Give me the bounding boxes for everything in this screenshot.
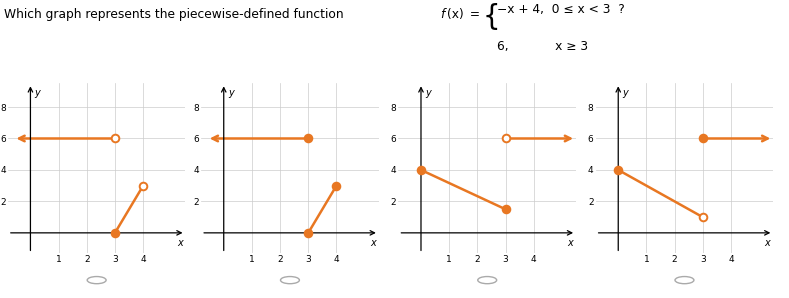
Text: Which graph represents the piecewise-defined function: Which graph represents the piecewise-def… [4, 8, 347, 21]
Text: x: x [370, 238, 376, 248]
Text: (x): (x) [447, 8, 464, 21]
Text: y: y [425, 88, 431, 98]
Text: y: y [228, 88, 234, 98]
Text: y: y [623, 88, 628, 98]
Text: x: x [567, 238, 574, 248]
Text: x: x [765, 238, 771, 248]
Text: x: x [177, 238, 183, 248]
Text: {: { [483, 3, 500, 31]
Text: −x + 4,  0 ≤ x < 3  ?: −x + 4, 0 ≤ x < 3 ? [497, 2, 625, 15]
Text: y: y [35, 88, 40, 98]
Text: =: = [466, 8, 480, 21]
Text: 6,            x ≥ 3: 6, x ≥ 3 [497, 40, 588, 53]
Text: f: f [440, 8, 445, 21]
